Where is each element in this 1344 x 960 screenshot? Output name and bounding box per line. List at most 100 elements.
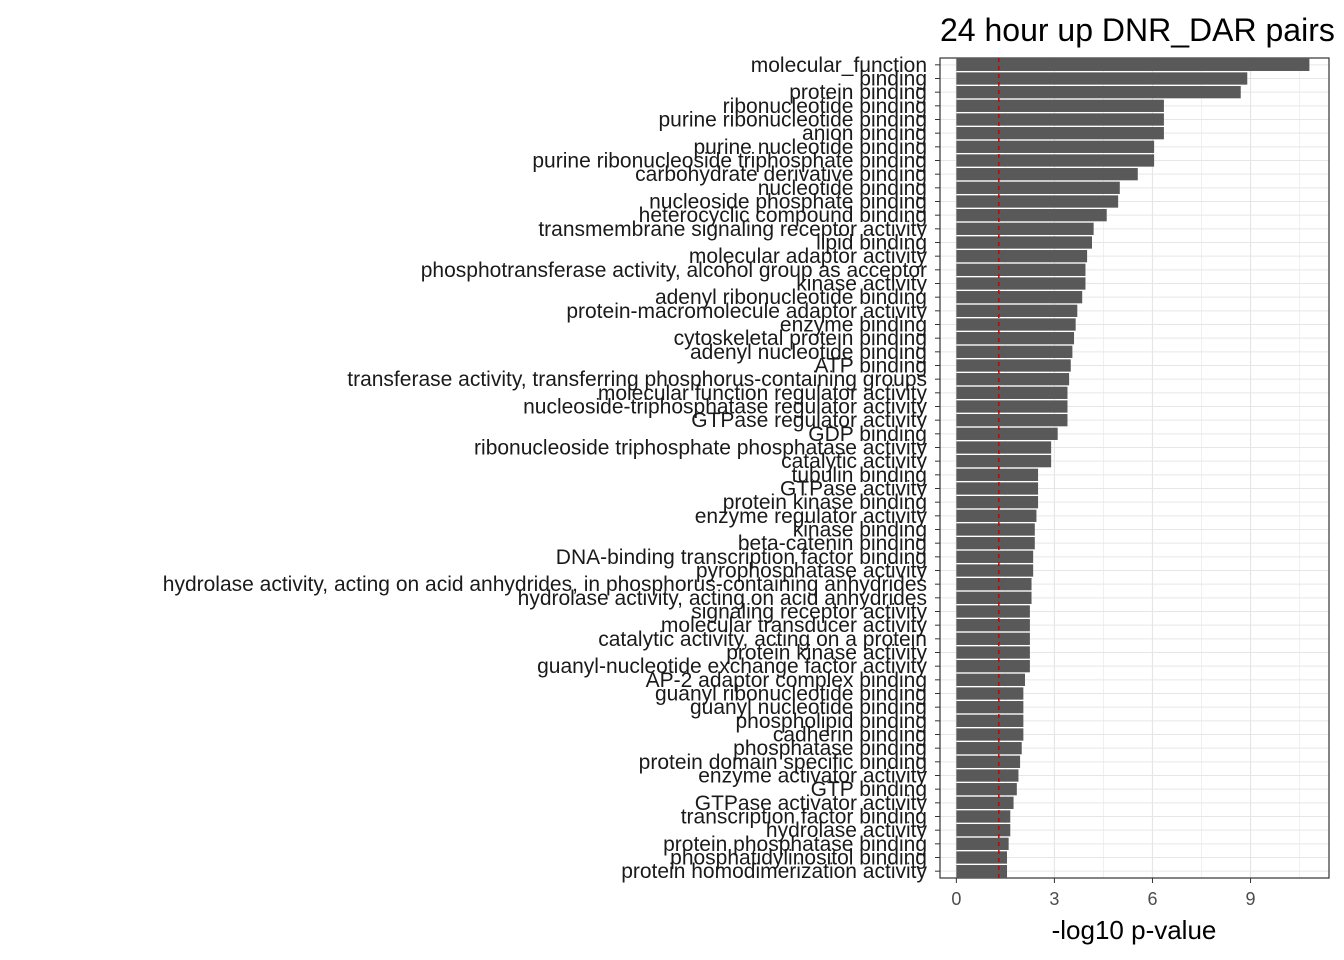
category-label: AP-2 adaptor complex binding bbox=[646, 669, 927, 692]
bar bbox=[956, 304, 1078, 317]
category-label: molecular transducer activity bbox=[661, 614, 928, 637]
category-label: protein kinase activity bbox=[726, 642, 927, 665]
bar bbox=[956, 482, 1039, 495]
category-label: hydrolase activity, acting on acid anhyd… bbox=[163, 573, 927, 596]
bar bbox=[956, 578, 1032, 591]
bar bbox=[956, 222, 1094, 235]
bar bbox=[956, 400, 1068, 413]
category-label: guanyl-nucleotide exchange factor activi… bbox=[537, 655, 927, 678]
category-label: nucleoside-triphosphatase regulator acti… bbox=[523, 396, 927, 419]
category-label: adenyl ribonucleotide binding bbox=[655, 286, 927, 309]
bar bbox=[956, 810, 1011, 823]
bar bbox=[956, 386, 1068, 399]
category-label: guanyl ribonucleotide binding bbox=[655, 683, 927, 706]
category-label: purine ribonucleoside triphosphate bindi… bbox=[532, 150, 927, 173]
bar bbox=[956, 250, 1088, 263]
bar bbox=[956, 72, 1248, 85]
bar bbox=[956, 291, 1083, 304]
category-label: enzyme activator activity bbox=[698, 765, 927, 788]
bar bbox=[956, 209, 1107, 222]
bar bbox=[956, 701, 1024, 714]
category-label: protein homodimerization activity bbox=[621, 860, 927, 883]
bar bbox=[956, 113, 1164, 126]
x-tick-label: 6 bbox=[1147, 889, 1157, 909]
bar bbox=[956, 865, 1008, 878]
x-tick-label: 9 bbox=[1246, 889, 1256, 909]
bar bbox=[956, 86, 1241, 99]
category-label: catalytic activity bbox=[781, 450, 927, 473]
category-label: transmembrane signaling receptor activit… bbox=[538, 218, 927, 241]
bar bbox=[956, 550, 1034, 563]
bar bbox=[956, 837, 1009, 850]
bar bbox=[956, 332, 1075, 345]
bar bbox=[956, 455, 1052, 468]
category-label: binding bbox=[859, 68, 927, 91]
bar bbox=[956, 687, 1024, 700]
panel-border bbox=[939, 57, 1330, 879]
bars bbox=[956, 58, 1310, 878]
category-label: transcription factor binding bbox=[681, 806, 927, 829]
bar bbox=[956, 523, 1035, 536]
bar bbox=[956, 359, 1071, 372]
bar bbox=[956, 263, 1086, 276]
category-label: kinase binding bbox=[793, 519, 927, 542]
bar bbox=[956, 236, 1093, 249]
bar bbox=[956, 796, 1014, 809]
category-label: purine nucleotide binding bbox=[693, 136, 927, 159]
category-label: phosphotransferase activity, alcohol gro… bbox=[421, 259, 927, 282]
bar bbox=[956, 646, 1030, 659]
category-label: ATP binding bbox=[815, 355, 927, 378]
category-label: tubulin binding bbox=[792, 464, 927, 487]
x-axis-ticks: 0 3 6 9 bbox=[951, 878, 1256, 909]
bar bbox=[956, 140, 1155, 153]
bar bbox=[956, 619, 1030, 632]
category-label: nucleotide binding bbox=[758, 177, 927, 200]
bar bbox=[956, 195, 1119, 208]
category-label: protein kinase binding bbox=[723, 491, 927, 514]
category-label: ribonucleotide binding bbox=[723, 95, 927, 118]
category-label: anion binding bbox=[802, 122, 927, 145]
bar bbox=[956, 345, 1073, 358]
category-label: lipid binding bbox=[816, 232, 927, 255]
category-label: hydrolase activity, acting on acid anhyd… bbox=[518, 587, 927, 610]
bar bbox=[956, 414, 1068, 427]
category-label: molecular_function bbox=[751, 54, 927, 77]
category-label: protein domain specific binding bbox=[639, 751, 927, 774]
category-label: protein binding bbox=[789, 81, 927, 104]
category-label: transferase activity, transferring phosp… bbox=[347, 368, 927, 391]
bar bbox=[956, 373, 1070, 386]
bar bbox=[956, 468, 1039, 481]
bar bbox=[956, 851, 1008, 864]
category-label: catalytic activity, acting on a protein bbox=[598, 628, 927, 651]
category-label: molecular adaptor activity bbox=[689, 245, 928, 268]
bar bbox=[956, 277, 1086, 290]
bar bbox=[956, 728, 1024, 741]
bar bbox=[956, 769, 1019, 782]
category-label: carbohydrate derivative binding bbox=[635, 163, 927, 186]
category-label: GDP binding bbox=[808, 423, 927, 446]
category-label: beta-catenin binding bbox=[738, 532, 927, 555]
category-label: purine ribonucleotide binding bbox=[658, 109, 927, 132]
bar bbox=[956, 318, 1076, 331]
bar bbox=[956, 660, 1030, 673]
plot-panel bbox=[940, 58, 1329, 878]
bar bbox=[956, 441, 1052, 454]
bar bbox=[956, 564, 1034, 577]
x-tick-label: 0 bbox=[951, 889, 961, 909]
category-label: GTPase activity bbox=[780, 478, 928, 501]
bar bbox=[956, 154, 1155, 167]
category-label: heterocyclic compound binding bbox=[639, 204, 927, 227]
bar bbox=[956, 783, 1017, 796]
bar bbox=[956, 714, 1024, 727]
bar bbox=[956, 605, 1030, 618]
chart-title: 24 hour up DNR_DAR pairs bbox=[940, 12, 1335, 48]
category-label: GTP binding bbox=[811, 778, 927, 801]
x-tick-label: 3 bbox=[1049, 889, 1059, 909]
category-label: phosphatase binding bbox=[733, 737, 927, 760]
category-label: GTPase regulator activity bbox=[691, 409, 927, 432]
category-label: kinase activity bbox=[796, 273, 927, 296]
bar bbox=[956, 99, 1164, 112]
bar bbox=[956, 427, 1058, 440]
category-label: signaling receptor activity bbox=[691, 601, 927, 624]
